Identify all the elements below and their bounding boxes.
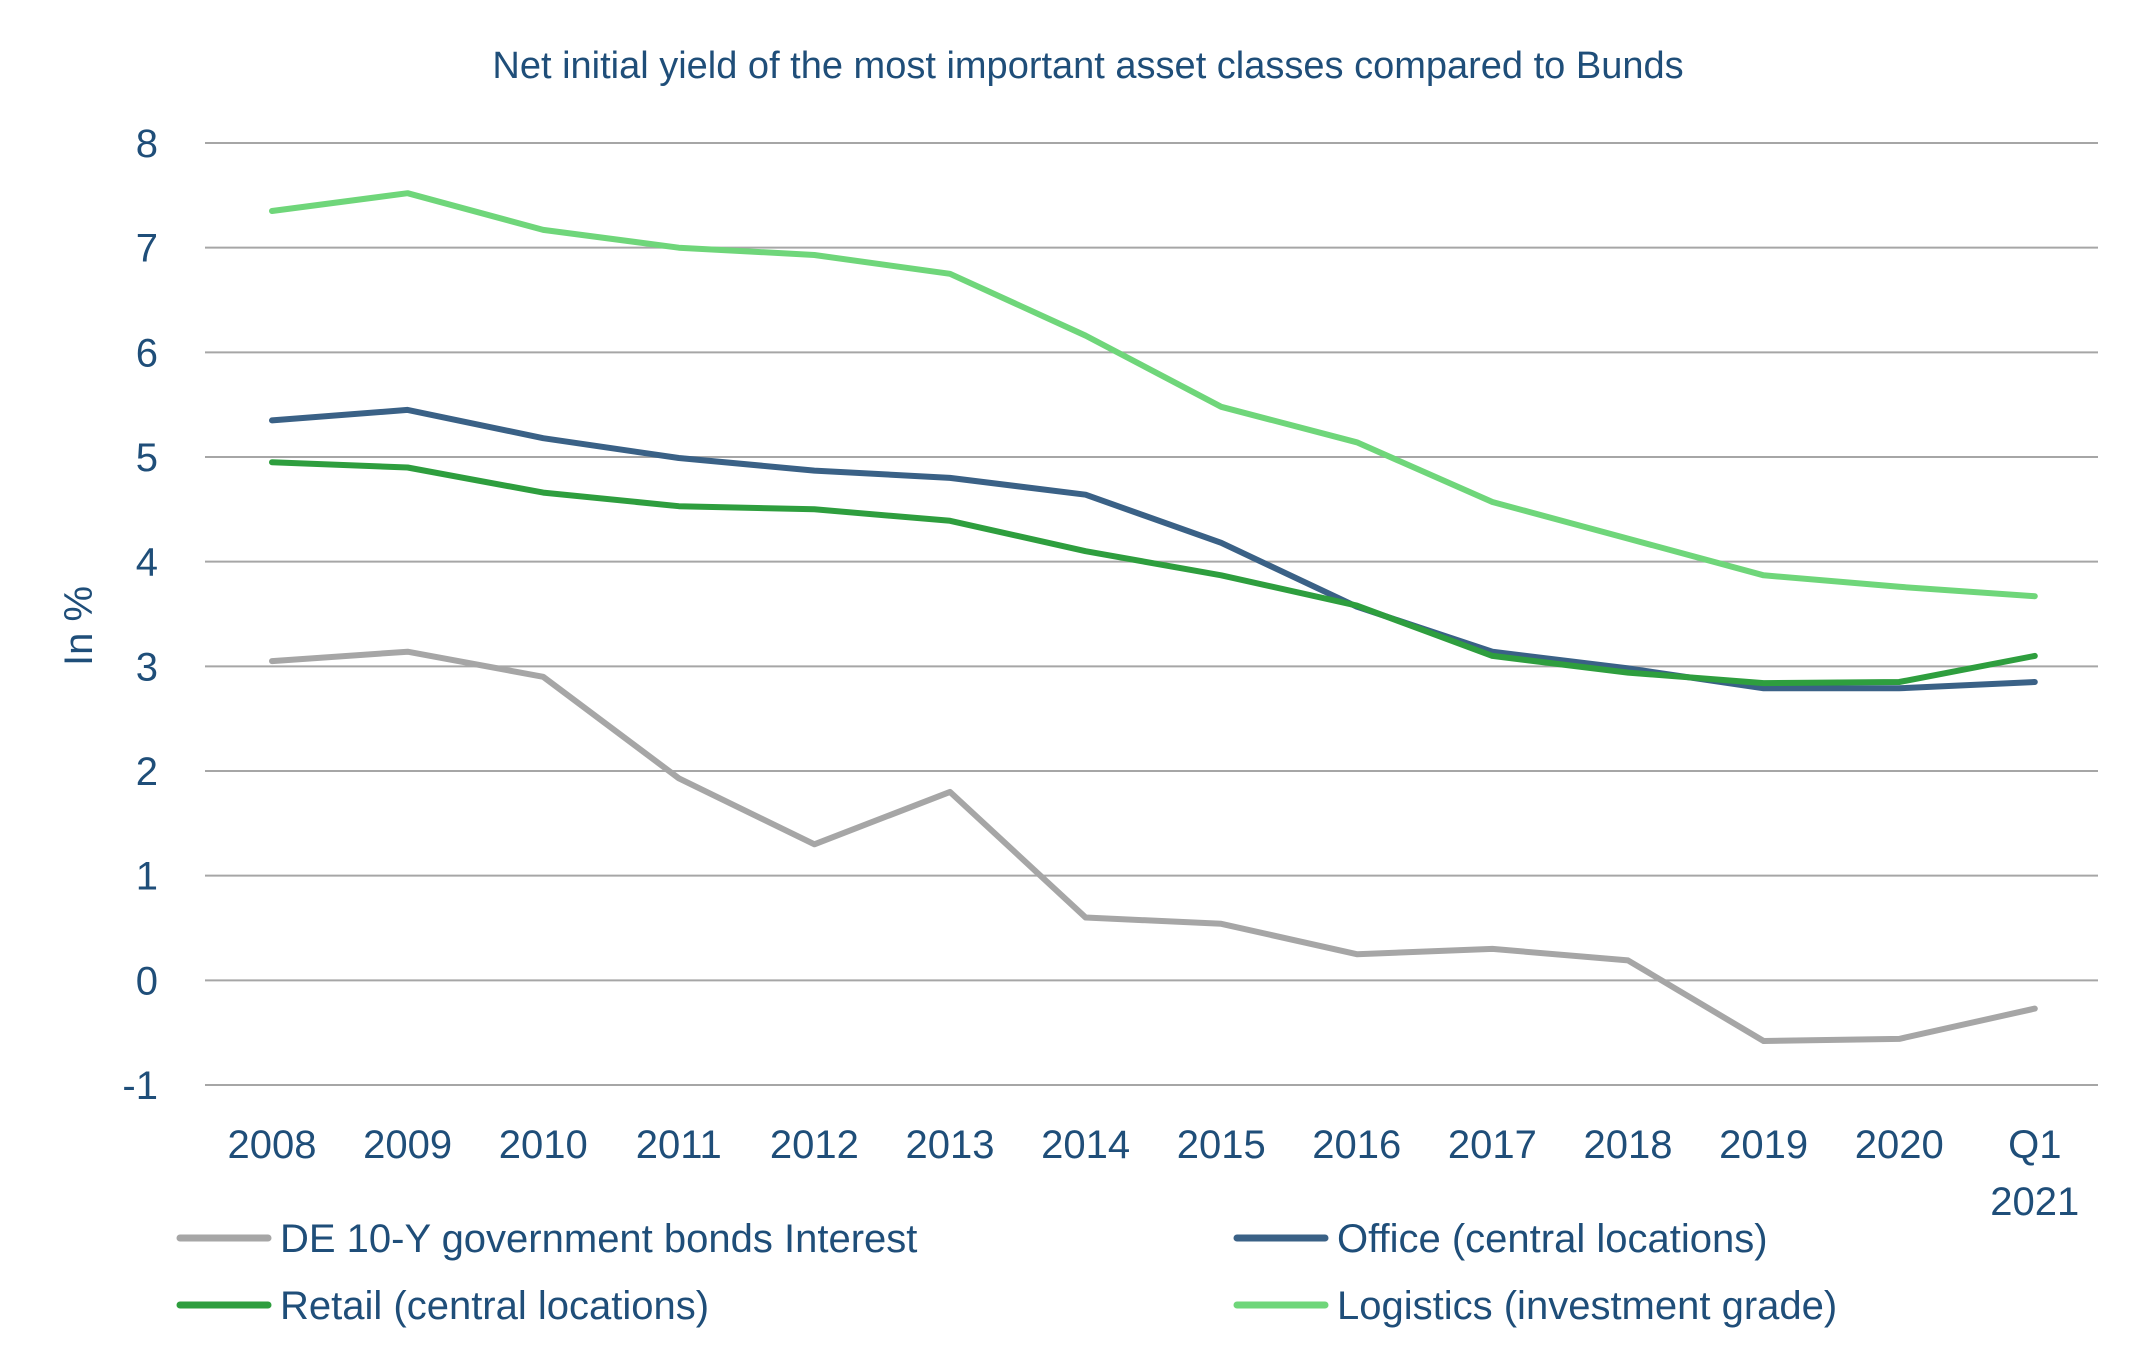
series-line-logistics-investment-grade [269,190,2038,600]
y-tick-label: 1 [136,855,158,899]
y-tick-label: -1 [122,1064,158,1108]
series-lines [269,190,2038,1044]
x-tick-label: 2012 [770,1123,859,1167]
x-tick-label: 2018 [1584,1123,1673,1167]
legend-item: Retail (central locations) [176,1284,709,1328]
x-tick-label: 2015 [1177,1123,1266,1167]
x-tick-label: 2017 [1448,1123,1537,1167]
chart-title: Net initial yield of the most important … [492,45,1683,87]
legend-label: Logistics (investment grade) [1337,1284,1837,1328]
y-tick-label: 7 [136,227,158,271]
legend-label: Retail (central locations) [280,1284,709,1328]
x-tick-label: 2014 [1041,1123,1130,1167]
x-tick-label: 2020 [1855,1123,1944,1167]
series-line-de-10-y-government-bonds-interest [269,648,2038,1044]
series-line-retail-central-locations [269,459,2038,687]
y-tick-label: 5 [136,436,158,480]
gridlines [205,142,2098,1086]
y-axis-ticks: -1 0 1 2 3 4 5 6 7 8 [122,122,158,1108]
x-tick-label: Q1 2021 [1990,1123,2079,1224]
series-line-office-central-locations [269,406,2038,692]
legend-item: Logistics (investment grade) [1233,1284,1837,1328]
x-tick-label: 2008 [228,1123,317,1167]
x-tick-label: 2011 [636,1123,722,1167]
y-tick-label: 6 [136,331,158,375]
x-tick-label: 2016 [1312,1123,1401,1167]
y-tick-label: 0 [136,959,158,1003]
legend: DE 10-Y government bonds Interest Office … [176,1217,1837,1328]
x-axis-ticks: 2008 2009 2010 2011 2012 2013 2014 2015 2016 2017… [228,1123,2080,1224]
x-tick-label: 2013 [906,1123,995,1167]
x-tick-label: 2019 [1719,1123,1808,1167]
x-tick-label: 2009 [363,1123,452,1167]
legend-label: Office (central locations) [1337,1217,1768,1261]
y-tick-label: 4 [136,541,158,585]
y-tick-label: 8 [136,122,158,166]
y-tick-label: 2 [136,750,158,794]
legend-item: DE 10-Y government bonds Interest [176,1217,917,1261]
legend-item: Office (central locations) [1233,1217,1768,1261]
y-tick-label: 3 [136,645,158,689]
y-axis-label: In % [57,586,101,666]
legend-label: DE 10-Y government bonds Interest [280,1217,917,1261]
x-tick-label: 2010 [499,1123,588,1167]
